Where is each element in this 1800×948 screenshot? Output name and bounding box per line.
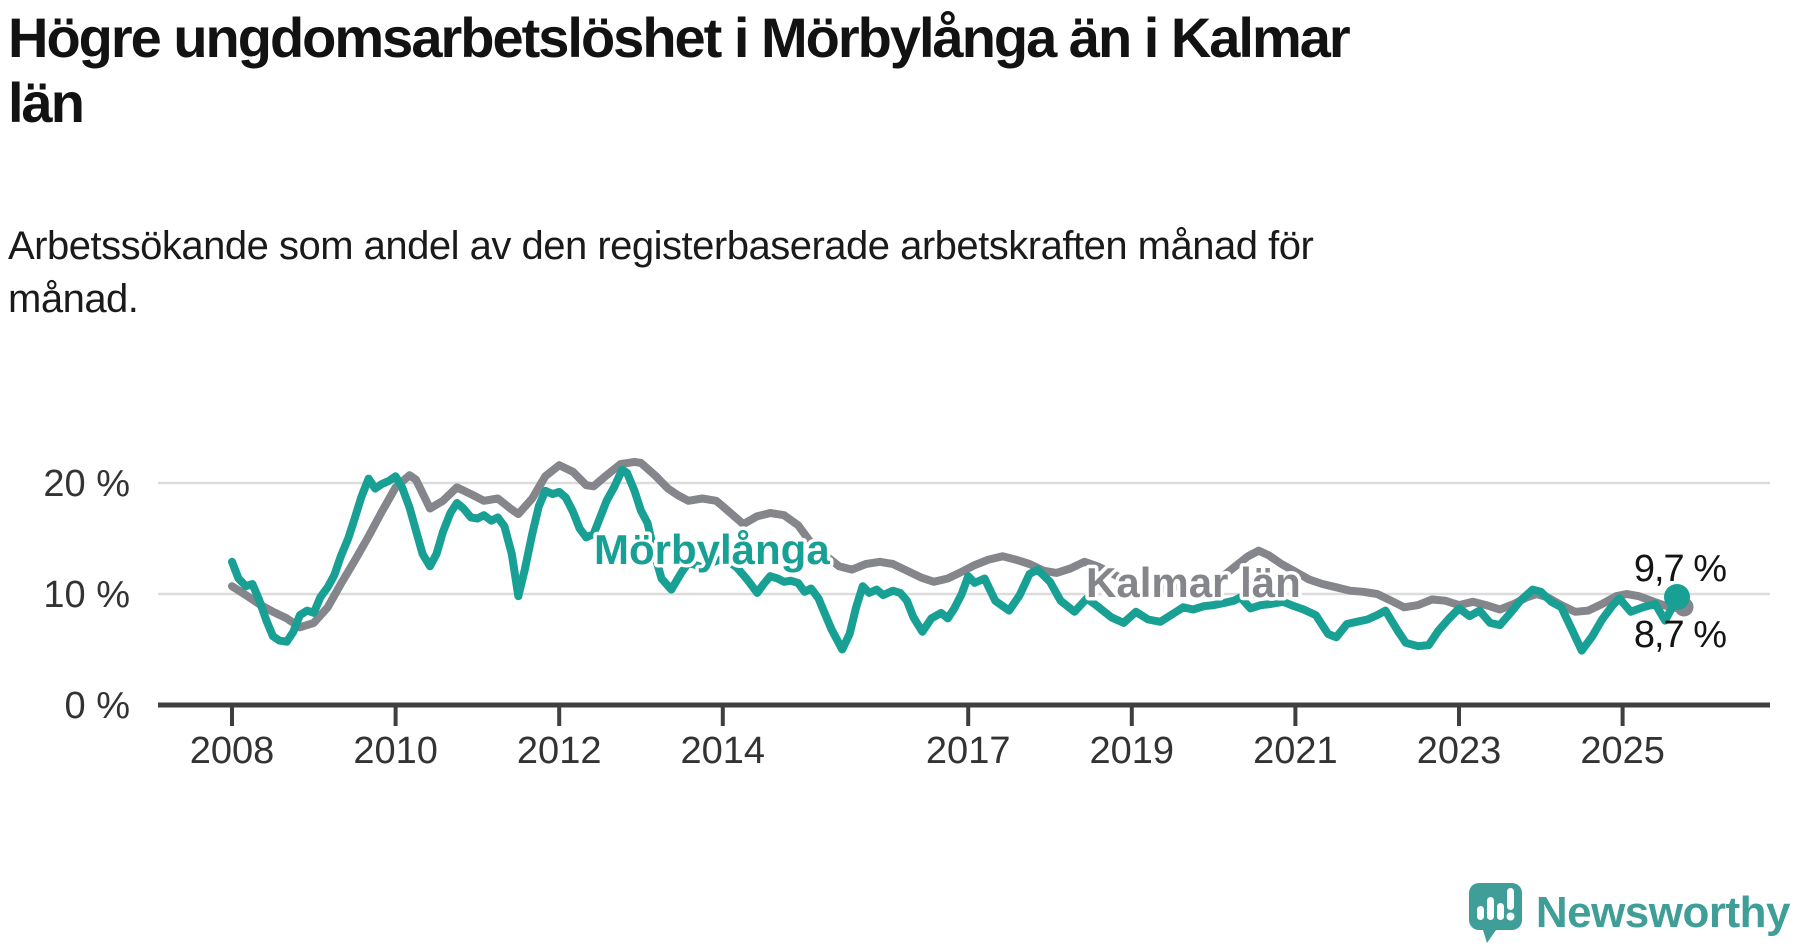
y-tick-label: 0 % (65, 685, 130, 727)
page-title-line1: Högre ungdomsarbetslöshet i Mörbylånga ä… (8, 6, 1351, 69)
x-tick-label: 2012 (517, 730, 602, 772)
x-tick-label: 2021 (1253, 730, 1338, 772)
page-title-line2: län (8, 70, 85, 134)
end-value-label-kalmar-lan: 8,7 % (1634, 614, 1726, 656)
chart-subtitle: Arbetssökande som andel av den registerb… (8, 220, 1708, 326)
logo-bar-mid (1496, 903, 1504, 920)
chart-subtitle-line2: månad. (8, 276, 139, 321)
series-label-kalmar-lan: Kalmar län (1086, 559, 1301, 606)
y-tick-label: 20 % (43, 463, 130, 505)
series-line-kalmar-l-n (228, 457, 1682, 632)
logo-bar-short (1476, 906, 1484, 920)
newsworthy-logo-text: Newsworthy (1535, 888, 1791, 937)
morbylanga-end-dot (1664, 584, 1690, 610)
x-tick-label: 2023 (1417, 730, 1502, 772)
x-tick-label: 2014 (681, 730, 766, 772)
page-title: Högre ungdomsarbetslöshet i Mörbylånga ä… (8, 6, 1788, 136)
series-line-m-rbyl-nga (228, 465, 1682, 655)
x-tick-label: 2025 (1580, 730, 1665, 772)
newsworthy-logo[interactable]: Newsworthy (1468, 882, 1791, 944)
series-label-morbylanga: Mörbylånga (594, 526, 830, 573)
x-tick-label: 2017 (926, 730, 1011, 772)
logo-bar-tall (1486, 897, 1494, 920)
end-value-label-morbylanga: 9,7 % (1634, 548, 1726, 590)
y-tick-label: 10 % (43, 574, 130, 616)
x-tick-label: 2010 (353, 730, 438, 772)
logo-exclamation-bar (1506, 888, 1514, 910)
logo-exclamation-dot (1506, 912, 1515, 921)
newsworthy-logo-icon (1468, 883, 1522, 943)
chart-subtitle-line1: Arbetssökande som andel av den registerb… (8, 224, 1314, 268)
x-tick-label: 2019 (1090, 730, 1175, 772)
x-tick-label: 2008 (190, 730, 275, 772)
